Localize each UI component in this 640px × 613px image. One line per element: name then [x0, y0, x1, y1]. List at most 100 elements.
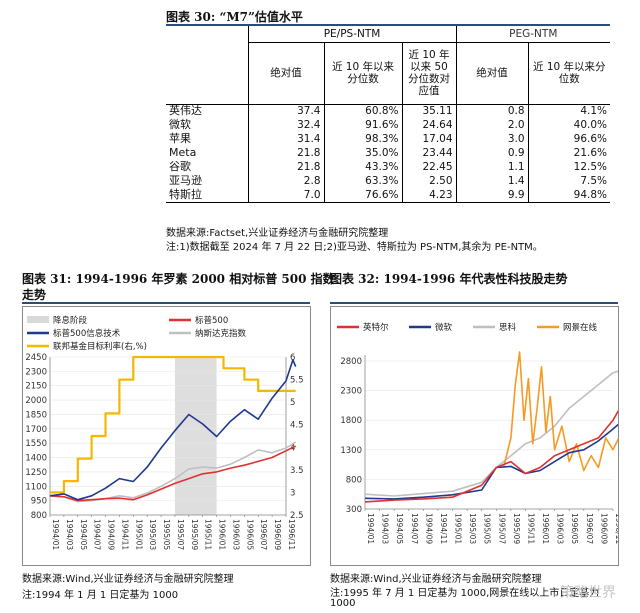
legend-label: 联邦基金目标利率(右,%) — [53, 341, 147, 352]
y-tick-label: 1400 — [25, 454, 47, 464]
pe-median: 35.11 — [401, 103, 457, 118]
x-tick-label: 1994/01 — [366, 513, 375, 544]
y-right-tick-label: 4.5 — [290, 421, 304, 431]
y-tick-label: 300 — [346, 505, 362, 515]
peg-abs: 1.1 — [455, 160, 529, 174]
table-row: 苹果 31.4 98.3% 17.04 3.0 96.6% — [166, 132, 611, 146]
watermark-text: 策略世界 — [560, 585, 616, 601]
x-tick-label: 1996/05 — [245, 519, 254, 550]
legend-label: 微软 — [435, 322, 453, 333]
pe-median: 24.64 — [401, 118, 457, 132]
legend-label: 思科 — [499, 322, 517, 333]
peg-pct: 21.6% — [527, 146, 611, 160]
pe-pct: 63.3% — [323, 174, 402, 188]
y-tick-label: 800 — [31, 511, 47, 521]
header-abs-peg: 绝对值 — [455, 42, 529, 104]
y-tick-label: 1800 — [340, 416, 362, 426]
x-tick-label: 1996/09 — [273, 519, 282, 550]
peg-abs: 1.4 — [455, 174, 529, 188]
x-tick-label: 1994/09 — [424, 513, 433, 544]
cut-period-shade — [174, 357, 217, 515]
x-tick-label: 1996/07 — [259, 519, 268, 550]
chart31-title: 图表 31: 1994-1996 年罗素 2000 相对标普 500 指数 — [22, 272, 335, 286]
legend-swatch — [27, 316, 49, 323]
pe-abs: 37.4 — [247, 103, 324, 118]
x-tick-label: 1995/03 — [468, 513, 477, 544]
table-row: Meta 21.8 35.0% 23.44 0.9 21.6% — [166, 146, 611, 160]
peg-pct: 7.5% — [527, 174, 611, 188]
series-line-4 — [364, 402, 624, 503]
y-tick-label: 1250 — [25, 468, 47, 478]
y-tick-label: 2000 — [25, 396, 47, 406]
x-tick-label: 1995/01 — [454, 513, 463, 544]
y-tick-label: 2150 — [25, 382, 47, 392]
pe-pct: 98.3% — [323, 132, 402, 146]
peg-abs: 9.9 — [455, 188, 529, 203]
pe-median: 23.44 — [401, 146, 457, 160]
x-tick-label: 1995/01 — [134, 519, 143, 550]
pe-abs: 32.4 — [247, 118, 324, 132]
y-right-tick-label: 2.5 — [290, 511, 304, 521]
pe-abs: 21.8 — [247, 146, 324, 160]
peg-abs: 3.0 — [455, 132, 529, 146]
x-tick-label: 1995/07 — [497, 513, 506, 544]
y-tick-label: 2300 — [25, 367, 47, 377]
x-tick-label: 1995/09 — [190, 519, 199, 550]
pe-pct: 76.6% — [323, 188, 402, 203]
y-tick-label: 2300 — [340, 387, 362, 397]
x-tick-label: 1995/03 — [148, 519, 157, 550]
y-tick-label: 1550 — [25, 439, 47, 449]
table-title: 图表 30: “M7”估值水平 — [166, 10, 303, 24]
legend-label: 英特尔 — [363, 322, 389, 333]
x-tick-label: 1995/11 — [526, 513, 535, 544]
corner-cell — [166, 26, 248, 42]
legend-label: 网景在线 — [563, 322, 598, 333]
company-name: 谷歌 — [169, 160, 191, 173]
legend-label: 降息阶段 — [53, 315, 88, 326]
y-tick-label: 1300 — [340, 446, 362, 456]
table-note: 注:1)数据截至 2024 年 7 月 22 日;2)亚马逊、特斯拉为 PS-N… — [166, 242, 543, 253]
table-row: 亚马逊 2.8 63.3% 2.50 1.4 7.5% — [166, 174, 611, 188]
chart32-title-rule — [330, 302, 618, 304]
x-tick-label: 1994/03 — [381, 513, 390, 544]
valuation-table: PE/PS-NTM PEG-NTM 绝对值 近 10 年以来分位数 近 10 年… — [166, 26, 611, 203]
y-tick-label: 1100 — [25, 482, 47, 492]
x-tick-label: 1996/03 — [231, 519, 240, 550]
x-tick-label: 1994/05 — [79, 519, 88, 550]
legend-label: 纳斯达克指数 — [195, 328, 247, 339]
pe-median: 4.23 — [401, 188, 457, 203]
chart31-note: 注:1994 年 1 月 1 日定基为 1000 — [22, 590, 179, 601]
y-tick-label: 1700 — [25, 425, 47, 435]
company-name: 英伟达 — [166, 103, 248, 118]
x-tick-label: 1995/05 — [483, 513, 492, 544]
y-right-tick-label: 3 — [290, 488, 295, 498]
series-line-4 — [49, 359, 297, 501]
x-tick-label: 1996/03 — [556, 513, 565, 544]
table-row: 英伟达 37.4 60.8% 35.11 0.8 4.1% — [166, 103, 611, 118]
pe-abs: 31.4 — [247, 132, 324, 146]
x-tick-label: 1995/07 — [176, 519, 185, 550]
y-tick-label: 2450 — [25, 353, 47, 363]
x-tick-label: 1995/11 — [204, 519, 213, 550]
header-median-pe: 近 10 年以来 50 分位数对应值 — [401, 42, 457, 104]
series-line-1 — [364, 369, 624, 497]
chart32-source: 数据来源:Wind,兴业证券经济与金融研究院整理 — [330, 574, 542, 585]
pe-abs: 21.8 — [247, 160, 324, 174]
x-tick-label: 1995/09 — [512, 513, 521, 544]
chart32-note: 注:1995 年 7 月 1 日定基为 1000,网景在线以上市日定基为 — [330, 588, 600, 599]
pe-abs: 2.8 — [247, 174, 324, 188]
chart32-note-line2: 1000 — [330, 598, 356, 609]
y-tick-label: 800 — [346, 475, 362, 485]
x-tick-label: 1994/07 — [410, 513, 419, 544]
peg-abs: 0.8 — [455, 103, 529, 118]
y-tick-label: 950 — [31, 497, 47, 507]
chart31-title-rule — [22, 302, 310, 304]
x-tick-label: 1994/03 — [65, 519, 74, 550]
pe-abs: 7.0 — [247, 188, 324, 203]
peg-abs: 2.0 — [455, 118, 529, 132]
x-tick-label: 1994/11 — [120, 519, 129, 550]
pe-median: 22.45 — [401, 160, 457, 174]
pe-pct: 60.8% — [323, 103, 402, 118]
x-tick-label: 1996/11 — [287, 519, 296, 550]
peg-pct: 40.0% — [527, 118, 611, 132]
